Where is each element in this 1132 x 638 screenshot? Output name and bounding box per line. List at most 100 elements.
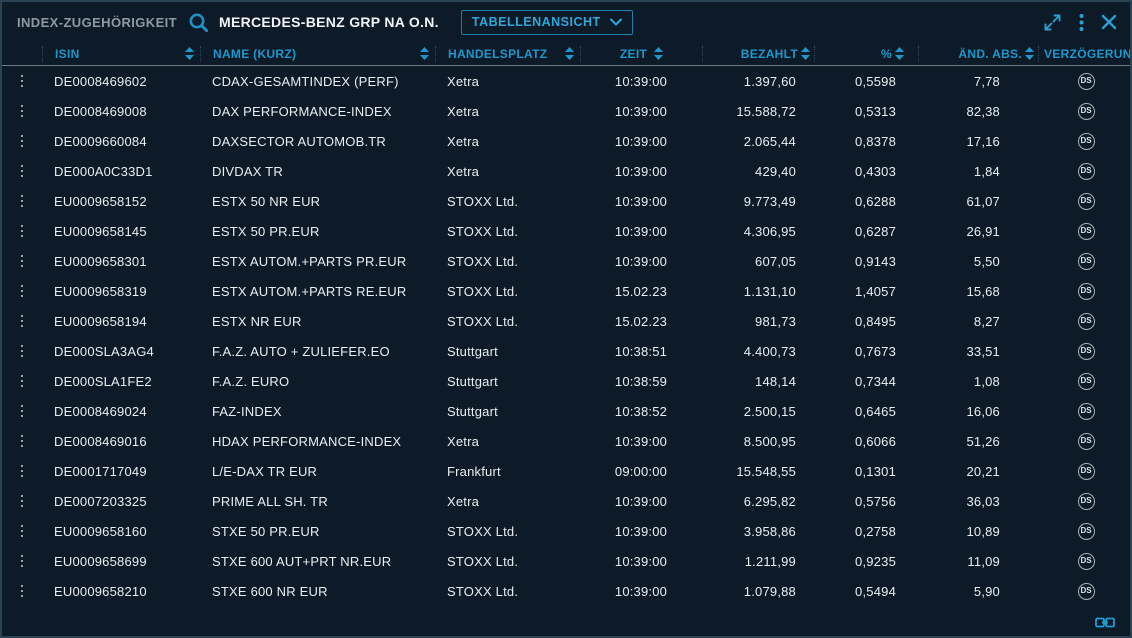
row-kebab-menu-icon[interactable] (2, 194, 42, 208)
table-row[interactable]: DE0001717049 L/E-DAX TR EUR Frankfurt 09… (2, 456, 1130, 486)
row-kebab-menu-icon[interactable] (2, 344, 42, 358)
kebab-menu-icon[interactable] (1079, 13, 1084, 32)
cell-isin: DE0008469008 (54, 103, 147, 119)
cell-name: L/E-DAX TR EUR (212, 463, 318, 479)
column-header-percent[interactable]: % (814, 45, 918, 62)
cell-aend-abs: 15,68 (966, 283, 1000, 299)
cell-zeit: 10:39:00 (614, 193, 668, 209)
row-kebab-menu-icon[interactable] (2, 494, 42, 508)
sort-icon[interactable] (420, 47, 429, 60)
cell-percent: 0,5494 (855, 583, 896, 599)
cell-isin: EU0009658699 (54, 553, 147, 569)
table-row[interactable]: DE0009660084 DAXSECTOR AUTOMOB.TR Xetra … (2, 126, 1130, 156)
kebab-menu-icon (20, 374, 24, 388)
delay-badge: DS (1077, 402, 1095, 420)
delay-badge: DS (1077, 492, 1095, 510)
row-kebab-menu-icon[interactable] (2, 434, 42, 448)
row-kebab-menu-icon[interactable] (2, 314, 42, 328)
kebab-menu-icon (20, 344, 24, 358)
row-kebab-menu-icon[interactable] (2, 584, 42, 598)
cell-handelsplatz: Xetra (447, 433, 480, 449)
table-row[interactable]: DE0008469008 DAX PERFORMANCE-INDEX Xetra… (2, 96, 1130, 126)
row-kebab-menu-icon[interactable] (2, 374, 42, 388)
table-row[interactable]: DE0008469024 FAZ-INDEX Stuttgart 10:38:5… (2, 396, 1130, 426)
cell-name: STXE 50 PR.EUR (212, 523, 320, 539)
cell-isin: DE000SLA1FE2 (54, 373, 152, 389)
column-header-zeit[interactable]: ZEIT (580, 45, 702, 62)
cell-handelsplatz: STOXX Ltd. (447, 283, 519, 299)
cell-percent: 0,1301 (855, 463, 896, 479)
delay-badge: DS (1077, 372, 1095, 390)
cell-verzoegerung: DS (1038, 522, 1130, 540)
table-row[interactable]: EU0009658210 STXE 600 NR EUR STOXX Ltd. … (2, 576, 1130, 606)
row-kebab-menu-icon[interactable] (2, 164, 42, 178)
sort-icon[interactable] (654, 47, 664, 60)
delay-badge: DS (1077, 462, 1095, 480)
cell-zeit: 10:39:00 (614, 523, 668, 539)
cell-bezahlt: 3.958,86 (743, 523, 796, 539)
sort-icon[interactable] (185, 47, 194, 60)
column-header-handelsplatz[interactable]: HANDELSPLATZ (435, 45, 580, 62)
column-header-isin[interactable]: ISIN (42, 45, 200, 62)
table-row[interactable]: EU0009658145 ESTX 50 PR.EUR STOXX Ltd. 1… (2, 216, 1130, 246)
table-row[interactable]: DE0008469016 HDAX PERFORMANCE-INDEX Xetr… (2, 426, 1130, 456)
table-row[interactable]: DE0008469602 CDAX-GESAMTINDEX (PERF) Xet… (2, 66, 1130, 96)
sort-icon[interactable] (565, 47, 574, 60)
cell-percent: 0,2758 (855, 523, 896, 539)
column-header-name[interactable]: NAME (KURZ) (200, 45, 435, 62)
row-kebab-menu-icon[interactable] (2, 284, 42, 298)
table-row[interactable]: EU0009658301 ESTX AUTOM.+PARTS PR.EUR ST… (2, 246, 1130, 276)
row-kebab-menu-icon[interactable] (2, 224, 42, 238)
search-icon[interactable] (187, 11, 210, 34)
row-kebab-menu-icon[interactable] (2, 74, 42, 88)
table-view-dropdown[interactable]: TABELLENANSICHT (460, 9, 633, 35)
table-row[interactable]: EU0009658152 ESTX 50 NR EUR STOXX Ltd. 1… (2, 186, 1130, 216)
row-kebab-menu-icon[interactable] (2, 464, 42, 478)
cell-handelsplatz: STOXX Ltd. (447, 313, 519, 329)
table-row[interactable]: DE000SLA1FE2 F.A.Z. EURO Stuttgart 10:38… (2, 366, 1130, 396)
cell-aend-abs: 11,09 (967, 553, 1000, 569)
column-header-aend-abs[interactable]: ÄND. ABS. (918, 45, 1038, 62)
cell-zeit: 10:39:00 (614, 253, 668, 269)
link-icon[interactable] (1095, 616, 1115, 629)
cell-isin: DE0001717049 (54, 463, 147, 479)
table-header-row: ISIN NAME (KURZ) HANDELSPLATZ ZEIT BEZAH… (2, 42, 1130, 66)
sort-icon[interactable] (895, 47, 904, 60)
cell-name: ESTX AUTOM.+PARTS PR.EUR (212, 253, 407, 269)
row-kebab-menu-icon[interactable] (2, 134, 42, 148)
cell-bezahlt: 15.588,72 (736, 103, 796, 119)
delay-badge: DS (1077, 432, 1095, 450)
row-kebab-menu-icon[interactable] (2, 104, 42, 118)
table-row[interactable]: DE000A0C33D1 DIVDAX TR Xetra 10:39:00 42… (2, 156, 1130, 186)
row-kebab-menu-icon[interactable] (2, 524, 42, 538)
cell-name: STXE 600 NR EUR (212, 583, 328, 599)
delay-badge: DS (1077, 132, 1095, 150)
sort-icon[interactable] (1025, 47, 1034, 60)
kebab-menu-icon (20, 314, 24, 328)
cell-bezahlt: 2.500,15 (743, 403, 796, 419)
table-row[interactable]: EU0009658194 ESTX NR EUR STOXX Ltd. 15.0… (2, 306, 1130, 336)
kebab-menu-icon (20, 584, 24, 598)
sort-icon[interactable] (801, 47, 810, 60)
table-row[interactable]: DE0007203325 PRIME ALL SH. TR Xetra 10:3… (2, 486, 1130, 516)
cell-percent: 0,6066 (855, 433, 896, 449)
close-icon[interactable] (1101, 14, 1117, 30)
table-row[interactable]: EU0009658699 STXE 600 AUT+PRT NR.EUR STO… (2, 546, 1130, 576)
column-header-bezahlt[interactable]: BEZAHLT (702, 45, 814, 62)
table-row[interactable]: EU0009658160 STXE 50 PR.EUR STOXX Ltd. 1… (2, 516, 1130, 546)
cell-handelsplatz: STOXX Ltd. (447, 193, 519, 209)
table-row[interactable]: DE000SLA3AG4 F.A.Z. AUTO + ZULIEFER.EO S… (2, 336, 1130, 366)
table-row[interactable]: EU0009658319 ESTX AUTOM.+PARTS RE.EUR ST… (2, 276, 1130, 306)
expand-icon[interactable] (1043, 13, 1062, 32)
row-kebab-menu-icon[interactable] (2, 404, 42, 418)
cell-zeit: 10:39:00 (614, 133, 668, 149)
delay-badge: DS (1077, 582, 1095, 600)
header-spacer (2, 46, 42, 62)
cell-verzoegerung: DS (1038, 372, 1130, 390)
row-kebab-menu-icon[interactable] (2, 254, 42, 268)
cell-verzoegerung: DS (1038, 432, 1130, 450)
cell-bezahlt: 148,14 (755, 373, 796, 389)
row-kebab-menu-icon[interactable] (2, 554, 42, 568)
cell-aend-abs: 61,07 (966, 193, 1000, 209)
